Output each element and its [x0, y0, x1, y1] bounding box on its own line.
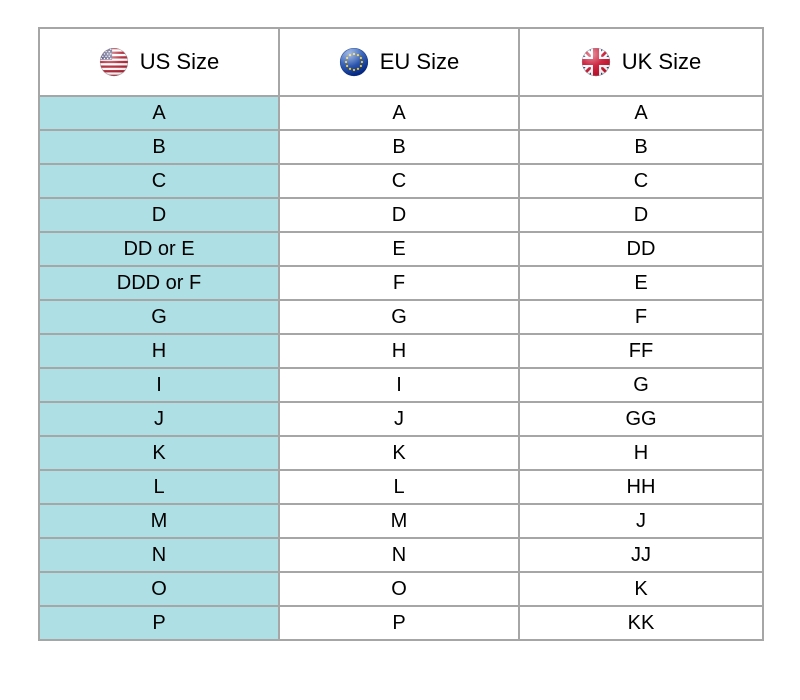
eu-flag-icon — [339, 47, 369, 77]
uk-size-cell: DD — [518, 231, 764, 267]
us-size-cell: C — [38, 163, 280, 199]
uk-size-cell: A — [518, 95, 764, 131]
us-size-cell: DD or E — [38, 231, 280, 267]
eu-size-cell: C — [278, 163, 520, 199]
table-row: DD or E E DD — [38, 231, 764, 267]
header-uk-size: UK Size — [518, 27, 764, 97]
table-row: L L HH — [38, 469, 764, 505]
header-row: US Size — [38, 27, 764, 97]
header-eu-size-label: EU Size — [379, 49, 460, 74]
us-size-cell: G — [38, 299, 280, 335]
us-size-cell: P — [38, 605, 280, 641]
eu-size-cell: A — [278, 95, 520, 131]
uk-size-cell: J — [518, 503, 764, 539]
header-uk-size-label: UK Size — [621, 49, 702, 74]
us-flag-icon — [99, 47, 129, 77]
us-size-cell: K — [38, 435, 280, 471]
uk-size-cell: KK — [518, 605, 764, 641]
us-size-cell: H — [38, 333, 280, 369]
us-size-cell: I — [38, 367, 280, 403]
eu-size-cell: P — [278, 605, 520, 641]
uk-size-cell: K — [518, 571, 764, 607]
header-eu-size: EU Size — [278, 27, 520, 97]
table-body: A A A B B B C C C D D D DD or E E DD DDD or F F E G G F H H FF I… — [38, 95, 764, 641]
us-size-cell: B — [38, 129, 280, 165]
eu-size-cell: N — [278, 537, 520, 573]
eu-size-cell: K — [278, 435, 520, 471]
eu-size-cell: E — [278, 231, 520, 267]
uk-flag-icon — [581, 47, 611, 77]
table-row: H H FF — [38, 333, 764, 369]
uk-size-cell: F — [518, 299, 764, 335]
eu-size-cell: L — [278, 469, 520, 505]
uk-size-cell: G — [518, 367, 764, 403]
uk-size-cell: C — [518, 163, 764, 199]
eu-size-cell: I — [278, 367, 520, 403]
uk-size-cell: E — [518, 265, 764, 301]
uk-size-cell: FF — [518, 333, 764, 369]
eu-size-cell: B — [278, 129, 520, 165]
us-size-cell: D — [38, 197, 280, 233]
eu-size-cell: D — [278, 197, 520, 233]
uk-size-cell: D — [518, 197, 764, 233]
eu-size-cell: J — [278, 401, 520, 437]
us-size-cell: N — [38, 537, 280, 573]
table-row: N N JJ — [38, 537, 764, 573]
us-size-cell: DDD or F — [38, 265, 280, 301]
us-size-cell: J — [38, 401, 280, 437]
header-us-size: US Size — [38, 27, 280, 97]
us-size-cell: A — [38, 95, 280, 131]
header-us-size-label: US Size — [139, 49, 220, 74]
us-size-cell: L — [38, 469, 280, 505]
uk-size-cell: JJ — [518, 537, 764, 573]
uk-size-cell: H — [518, 435, 764, 471]
eu-size-cell: H — [278, 333, 520, 369]
us-size-cell: O — [38, 571, 280, 607]
us-size-cell: M — [38, 503, 280, 539]
uk-size-cell: B — [518, 129, 764, 165]
eu-size-cell: G — [278, 299, 520, 335]
uk-size-cell: HH — [518, 469, 764, 505]
size-conversion-table: US Size — [38, 27, 764, 641]
eu-size-cell: M — [278, 503, 520, 539]
table-row: J J GG — [38, 401, 764, 437]
uk-size-cell: GG — [518, 401, 764, 437]
table-row: P P KK — [38, 605, 764, 641]
eu-size-cell: F — [278, 265, 520, 301]
eu-size-cell: O — [278, 571, 520, 607]
